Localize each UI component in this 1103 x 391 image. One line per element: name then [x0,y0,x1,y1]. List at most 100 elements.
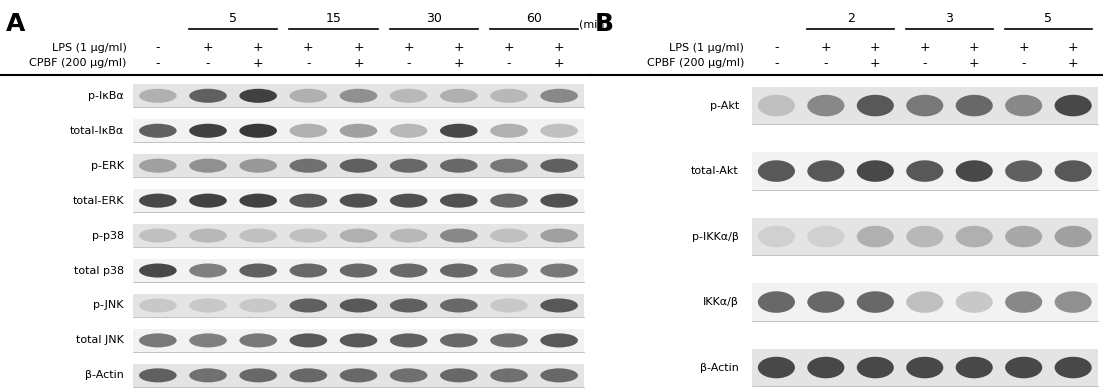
Ellipse shape [1054,291,1092,313]
Ellipse shape [807,357,845,378]
Ellipse shape [190,298,227,312]
Ellipse shape [1005,357,1042,378]
Ellipse shape [540,159,578,173]
Ellipse shape [190,334,227,348]
Ellipse shape [340,89,377,103]
Ellipse shape [1005,291,1042,313]
Ellipse shape [490,229,527,242]
Text: +: + [1018,41,1029,54]
Ellipse shape [540,264,578,278]
Ellipse shape [807,95,845,117]
Ellipse shape [139,89,176,103]
Ellipse shape [440,159,478,173]
FancyBboxPatch shape [132,259,585,282]
Ellipse shape [540,194,578,208]
FancyBboxPatch shape [751,218,1097,255]
Ellipse shape [139,194,176,208]
Text: -: - [206,57,211,70]
Text: 60: 60 [526,13,542,25]
Ellipse shape [239,229,277,242]
Ellipse shape [807,226,845,248]
Ellipse shape [239,124,277,138]
Text: β-Actin: β-Actin [85,370,124,380]
Ellipse shape [389,368,428,382]
Text: -: - [156,41,160,54]
Ellipse shape [440,194,478,208]
Ellipse shape [239,159,277,173]
Ellipse shape [758,291,795,313]
Ellipse shape [239,298,277,312]
Text: p-JNK: p-JNK [94,300,124,310]
Ellipse shape [490,89,527,103]
FancyBboxPatch shape [132,364,585,387]
FancyBboxPatch shape [132,119,585,142]
Ellipse shape [239,334,277,348]
Ellipse shape [389,194,428,208]
Text: p-IKKα/β: p-IKKα/β [692,231,739,242]
Ellipse shape [907,95,943,117]
Ellipse shape [289,124,328,138]
Ellipse shape [190,264,227,278]
Ellipse shape [389,89,428,103]
Ellipse shape [857,160,893,182]
Text: p-ERK: p-ERK [90,161,124,171]
FancyBboxPatch shape [132,189,585,212]
FancyBboxPatch shape [751,87,1097,124]
Text: -: - [774,41,779,54]
Text: IKKα/β: IKKα/β [703,297,739,307]
Text: +: + [404,41,414,54]
Text: +: + [353,57,364,70]
Ellipse shape [955,291,993,313]
Text: +: + [303,41,313,54]
Ellipse shape [440,368,478,382]
Ellipse shape [857,226,893,248]
Ellipse shape [139,159,176,173]
Text: total-ERK: total-ERK [73,196,124,206]
Ellipse shape [955,95,993,117]
Text: total p38: total p38 [74,265,124,276]
Text: +: + [870,57,880,70]
Ellipse shape [289,264,328,278]
Text: 15: 15 [325,13,341,25]
Text: -: - [922,57,927,70]
Ellipse shape [190,229,227,242]
Ellipse shape [139,368,176,382]
Text: LPS (1 μg/ml): LPS (1 μg/ml) [52,43,127,53]
Ellipse shape [289,229,328,242]
Ellipse shape [340,124,377,138]
FancyBboxPatch shape [132,154,585,177]
Ellipse shape [540,124,578,138]
Ellipse shape [289,89,328,103]
FancyBboxPatch shape [132,224,585,247]
Ellipse shape [540,298,578,312]
Ellipse shape [490,264,527,278]
Ellipse shape [807,160,845,182]
Ellipse shape [540,89,578,103]
Ellipse shape [907,160,943,182]
Ellipse shape [139,124,176,138]
Text: +: + [968,41,979,54]
Text: +: + [554,57,565,70]
Ellipse shape [490,298,527,312]
Text: LPS (1 μg/ml): LPS (1 μg/ml) [670,43,745,53]
Text: β-Actin: β-Actin [700,362,739,373]
Ellipse shape [340,368,377,382]
Ellipse shape [907,226,943,248]
Ellipse shape [440,298,478,312]
Ellipse shape [857,291,893,313]
Text: -: - [1021,57,1026,70]
Text: +: + [1068,41,1079,54]
Ellipse shape [139,264,176,278]
Ellipse shape [239,194,277,208]
Ellipse shape [289,159,328,173]
Text: A: A [6,12,25,36]
Ellipse shape [239,368,277,382]
Ellipse shape [490,159,527,173]
Ellipse shape [955,160,993,182]
Text: +: + [453,41,464,54]
Ellipse shape [955,226,993,248]
Ellipse shape [440,89,478,103]
Text: +: + [203,41,213,54]
Text: +: + [821,41,832,54]
FancyBboxPatch shape [751,152,1097,190]
